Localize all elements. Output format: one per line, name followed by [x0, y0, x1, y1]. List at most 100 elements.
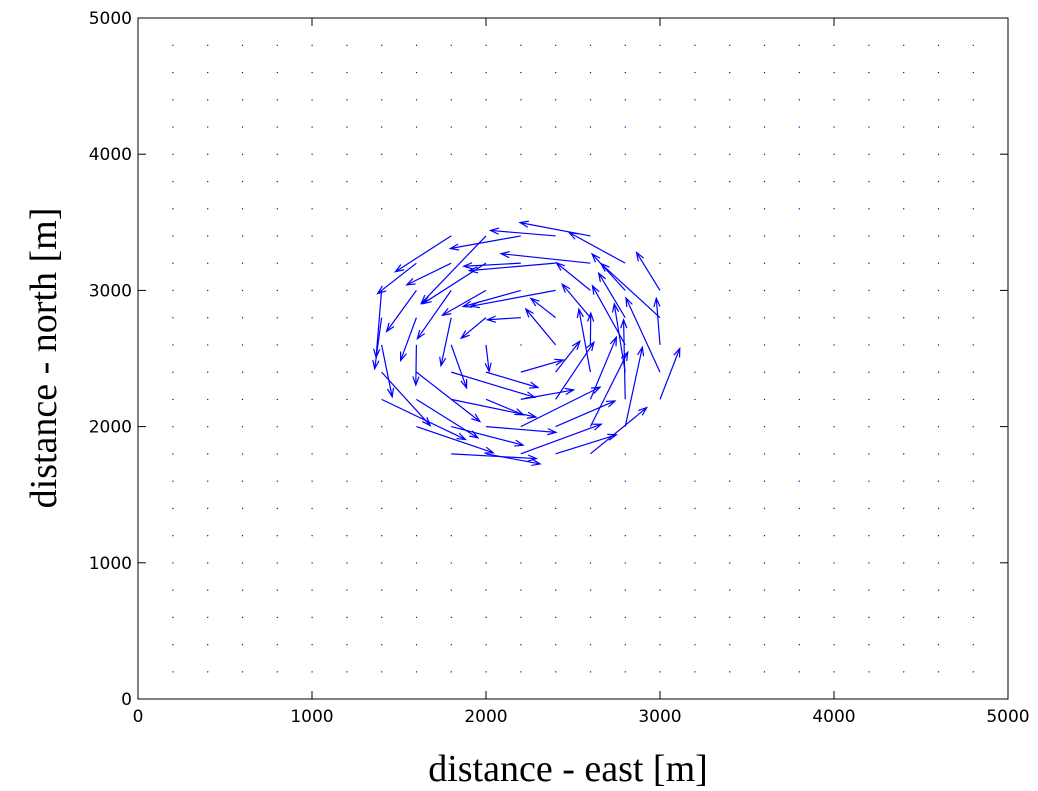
y-tick-label: 4000 [89, 145, 132, 165]
vector-dot [624, 507, 626, 510]
vector-dot [381, 126, 383, 128]
vector-dot [729, 208, 731, 210]
vector-dot [972, 453, 974, 455]
vector-arrow [381, 371, 432, 427]
vector-dot [868, 99, 870, 101]
vector-dot [729, 535, 731, 537]
vector-dot [172, 44, 174, 46]
vector-dot [555, 208, 557, 210]
vector-dot [172, 453, 174, 455]
vector-dot [520, 208, 522, 210]
vector-dot [311, 453, 313, 455]
vector-dot [868, 180, 870, 183]
vector-dot [798, 562, 800, 564]
vector-dot [485, 99, 487, 101]
vector-arrow [405, 262, 452, 286]
y-axis-label: distance - north [m] [23, 208, 65, 509]
y-tick-label: 2000 [89, 418, 132, 438]
vector-dot [798, 671, 800, 673]
vector-arrow [635, 251, 661, 291]
vector-dot [694, 371, 696, 373]
vector-dot [172, 99, 174, 101]
vector-dot [937, 371, 940, 373]
vector-dot [833, 616, 835, 618]
vector-arrow [485, 315, 521, 323]
vector-dot [763, 317, 766, 319]
vector-dot [346, 616, 348, 618]
vector-dot [276, 126, 278, 128]
vector-dot [172, 562, 174, 564]
vector-dot [763, 671, 766, 673]
vector-dot [729, 126, 731, 128]
vector-dot [833, 99, 835, 101]
vector-dot [694, 235, 696, 237]
vector-dot [624, 644, 626, 646]
vector-dot [659, 262, 661, 264]
vector-arrow [555, 261, 591, 291]
vector-dot [937, 453, 940, 455]
vector-dot [798, 153, 800, 155]
vector-dot [207, 426, 209, 428]
vector-dot [450, 71, 452, 74]
y-tick-labels: 0 1000 2000 3000 4000 5000 [89, 9, 132, 710]
vector-dot [937, 671, 940, 673]
vector-dot [241, 71, 244, 74]
vector-arrow [488, 227, 556, 237]
vector-dot [346, 398, 348, 401]
vector-dot [172, 262, 174, 264]
vector-dot [694, 153, 696, 155]
vector-dot [381, 180, 383, 183]
vector-arrow [590, 406, 649, 455]
vector-dot [346, 644, 348, 646]
vector-dot [241, 208, 244, 210]
vector-dot [276, 535, 278, 537]
vector-arrow [589, 335, 618, 400]
vector-dot [798, 616, 800, 618]
vector-dot [241, 426, 244, 428]
vector-dot [972, 289, 974, 292]
vector-dot [624, 480, 626, 482]
vector-dot [694, 71, 696, 74]
vector-arrow [448, 235, 521, 251]
vector-arrow [440, 289, 487, 317]
vector-dot [798, 126, 800, 128]
y-tick-label: 0 [121, 690, 132, 710]
vector-dot [485, 671, 487, 673]
vector-dot [972, 589, 974, 591]
vector-dot [520, 644, 522, 646]
vector-arrow [462, 262, 521, 270]
vector-dot [868, 208, 870, 210]
vector-dot [729, 616, 731, 618]
vector-dot [485, 589, 487, 591]
vector-dot [381, 44, 383, 46]
vector-dot [346, 344, 348, 346]
vector-dot [868, 44, 870, 46]
vector-dot [798, 589, 800, 591]
vector-dot [763, 71, 766, 74]
vector-arrow [597, 271, 626, 318]
vector-dot [833, 453, 835, 455]
vector-dot [381, 153, 383, 155]
vector-dot [798, 180, 800, 183]
vector-dot [729, 426, 731, 428]
vector-dot [346, 371, 348, 373]
vector-dot [207, 235, 209, 237]
vector-dot [415, 644, 418, 646]
vector-dot [311, 426, 313, 428]
x-tick-label: 5000 [986, 707, 1029, 727]
vector-dot [346, 480, 348, 482]
vector-dot [241, 126, 244, 128]
vector-dot [729, 562, 731, 564]
vector-dot [346, 453, 348, 455]
vector-dot [485, 480, 487, 482]
vector-dot [798, 344, 800, 346]
vector-dot [276, 616, 278, 618]
vector-dot [276, 507, 278, 510]
vector-dot [972, 44, 974, 46]
x-axis-label: distance - east [m] [428, 748, 708, 790]
vector-dot [311, 180, 313, 183]
vector-dot [207, 371, 209, 373]
vector-dot [763, 180, 766, 183]
vector-dot [624, 153, 626, 155]
vector-arrow [659, 346, 681, 400]
